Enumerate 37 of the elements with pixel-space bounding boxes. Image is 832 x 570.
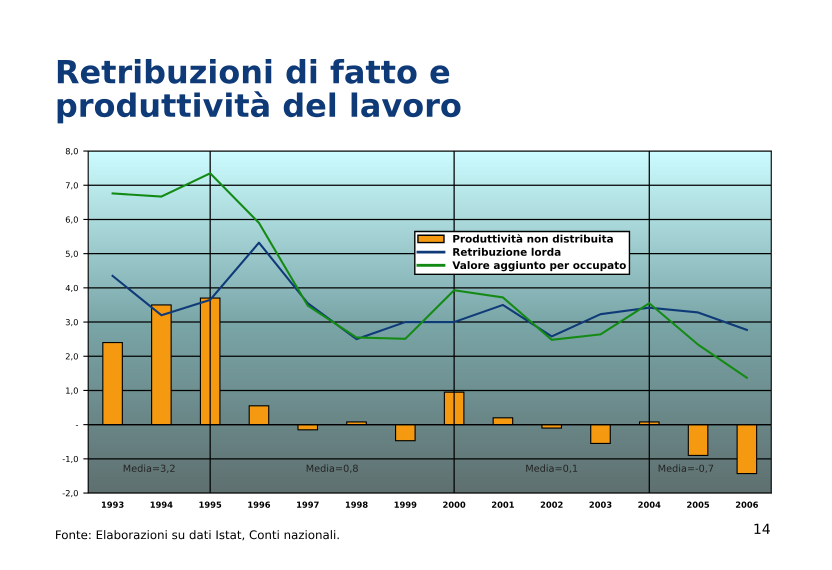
y-tick-label: 1,0 bbox=[66, 387, 78, 395]
x-tick-label: 2006 bbox=[736, 502, 758, 508]
x-tick-label: 2004 bbox=[638, 502, 660, 508]
annotation: Media=-0,7 bbox=[658, 464, 714, 473]
x-tick-label: 2002 bbox=[540, 502, 563, 508]
x-tick-label: 2005 bbox=[687, 502, 710, 508]
x-tick-label: 2000 bbox=[443, 502, 466, 508]
y-tick-label: 2,0 bbox=[66, 353, 78, 360]
x-tick-label: 2003 bbox=[590, 502, 612, 508]
x-tick-label: 1998 bbox=[346, 502, 368, 508]
x-tick-label: 1994 bbox=[150, 502, 173, 508]
chart-title: Retribuzioni di fatto e produttività del lavoro bbox=[58, 59, 461, 124]
x-tick-label: 1999 bbox=[394, 502, 416, 508]
y-tick-label: 3,0 bbox=[66, 319, 78, 326]
line-series bbox=[112, 242, 748, 340]
x-tick-label: 1995 bbox=[200, 502, 222, 508]
legend-label: Retribuzione lorda bbox=[453, 248, 560, 256]
y-tick-label: 6,0 bbox=[66, 216, 78, 224]
y-tick-label: -2,0 bbox=[62, 490, 78, 498]
y-tick-label: 8,0 bbox=[66, 148, 78, 156]
x-tick-label: 2001 bbox=[492, 502, 514, 508]
x-tick-label: 1996 bbox=[248, 502, 270, 508]
y-tick-label: 7,0 bbox=[66, 182, 78, 190]
text: 14 bbox=[754, 524, 770, 534]
y-tick-label: 5,0 bbox=[66, 250, 78, 258]
annotation: Media=0,8 bbox=[306, 464, 358, 473]
line-series bbox=[112, 172, 748, 379]
legend-label: Valore aggiunto per occupato bbox=[452, 261, 626, 272]
legend-label: Produttività non distribuita bbox=[453, 234, 613, 243]
source-note: Fonte: Elaborazioni su dati Istat, Conti nazionali. bbox=[56, 530, 339, 540]
y-tick-label: -1,0 bbox=[62, 456, 78, 463]
x-tick-label: 1997 bbox=[297, 502, 319, 508]
x-tick-label: 1993 bbox=[102, 502, 124, 508]
annotation: Media=3,2 bbox=[124, 464, 175, 473]
y-tick-label: - bbox=[76, 425, 78, 426]
y-tick-label: 4,0 bbox=[66, 284, 78, 292]
annotation: Media=0,1 bbox=[526, 464, 578, 473]
